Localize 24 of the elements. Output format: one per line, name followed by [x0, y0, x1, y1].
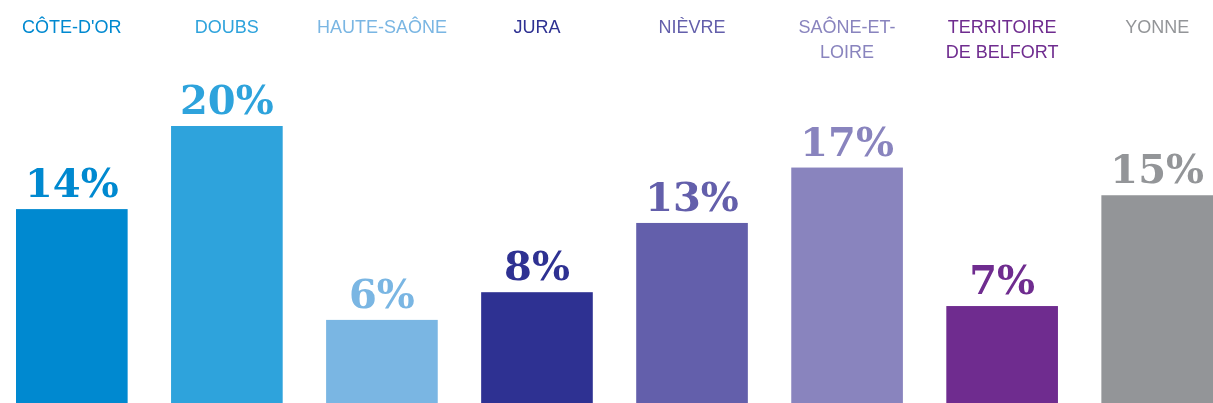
data-label: 15% — [1110, 145, 1205, 193]
bar — [16, 209, 128, 403]
data-label: 13% — [645, 172, 739, 220]
data-label: 14% — [24, 159, 119, 207]
bar — [481, 292, 593, 403]
x-tick-label: JURA — [513, 17, 561, 37]
bar — [171, 126, 283, 403]
data-label: 17% — [800, 117, 894, 165]
x-tick-label: DOUBS — [194, 17, 259, 37]
data-label: 8% — [504, 242, 570, 290]
bar — [1101, 195, 1213, 403]
bar — [946, 306, 1058, 403]
x-tick-label: TERRITOIRE DE BELFORT — [945, 17, 1059, 62]
x-tick-label: CÔTE-D'OR — [22, 16, 122, 37]
bar — [326, 319, 438, 403]
x-tick-label: HAUTE-SAÔNE — [316, 16, 447, 37]
x-tick-label: YONNE — [1125, 17, 1190, 37]
data-label: 6% — [349, 269, 415, 317]
x-tick-label: NIÈVRE — [658, 17, 726, 37]
bar — [791, 167, 903, 403]
data-label: 7% — [969, 256, 1036, 304]
x-tick-label: SAÔNE-ET-LOIRE — [798, 16, 896, 62]
data-label: 20% — [180, 76, 274, 123]
bar — [636, 222, 748, 403]
